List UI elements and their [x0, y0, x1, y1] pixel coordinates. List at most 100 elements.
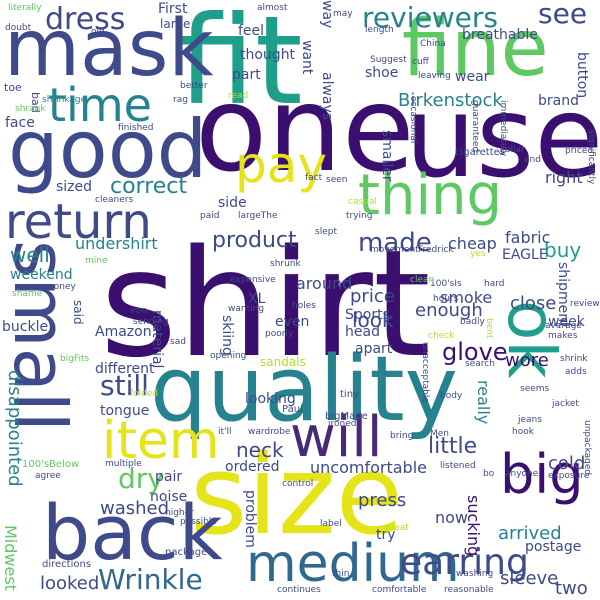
word: priced [565, 146, 594, 156]
word: slept [315, 227, 337, 237]
word: fit [178, 0, 303, 132]
word: jacket [552, 399, 579, 409]
word: hard [484, 279, 505, 289]
word: head [345, 324, 380, 340]
word: shrank [15, 104, 46, 114]
word: XL [248, 291, 266, 307]
word: cleaners [95, 195, 134, 205]
word: check [428, 331, 455, 341]
word: earring [400, 542, 529, 583]
word: listened [440, 461, 476, 471]
word: glove [442, 338, 508, 366]
word: Suggest [370, 55, 407, 65]
word: label [320, 519, 342, 529]
word: control [282, 479, 314, 489]
word: review [570, 299, 600, 309]
word: disappointed [4, 370, 25, 487]
word: pair [155, 469, 183, 485]
word: unacceptable [420, 342, 430, 403]
word: bring [390, 431, 414, 441]
word: large [160, 17, 191, 31]
word: return [5, 194, 152, 250]
word: sleeve [500, 568, 559, 589]
word: one [195, 60, 415, 198]
word: Amazon [95, 324, 152, 340]
word: fact [305, 173, 323, 183]
word: tongue [100, 403, 150, 419]
word: occasional [408, 96, 418, 144]
word: see [538, 0, 588, 30]
word: casual [348, 197, 377, 207]
word: makes [548, 331, 578, 341]
word: still [100, 369, 149, 402]
word: close [510, 293, 557, 314]
word: ordered [225, 459, 280, 475]
word: China [420, 39, 446, 49]
word: sandals [260, 355, 306, 369]
word: adds [565, 367, 587, 377]
word: thin [332, 569, 350, 579]
word: small [0, 240, 82, 432]
word: iron [130, 306, 148, 316]
word: shrink [560, 354, 588, 364]
word: buy [544, 238, 582, 262]
word: dry [118, 462, 164, 495]
word: undershirt [75, 234, 158, 253]
word: clean [410, 275, 435, 285]
word: washing [456, 569, 494, 579]
word: dress [45, 2, 126, 37]
word: cheap [448, 234, 497, 253]
word: looking [245, 391, 296, 407]
word: anyone [505, 469, 539, 479]
word: uncomfortable [310, 458, 427, 477]
word: made [358, 228, 432, 258]
word: breathable [462, 27, 538, 43]
word: little [428, 434, 478, 459]
word: Sports [345, 307, 390, 323]
word: look [352, 308, 394, 332]
word: package [165, 547, 208, 558]
word: may [333, 9, 353, 19]
word: wardrobe [248, 427, 291, 437]
word: bent [484, 318, 494, 339]
word: mine [85, 256, 108, 266]
word: 100'sBelow [22, 459, 80, 470]
word: bigFits [60, 354, 90, 364]
word: multiple [105, 459, 142, 469]
word: shirt [100, 218, 431, 390]
word: seems [520, 384, 550, 394]
word: washed [100, 498, 170, 519]
word: collar [500, 145, 525, 155]
word: skiing [219, 315, 235, 356]
word: shame [12, 289, 43, 299]
word: side [218, 195, 247, 211]
word: agree [35, 471, 61, 481]
word: old [91, 27, 105, 37]
word: now [435, 508, 469, 527]
word: length [365, 25, 394, 35]
word: largeThe [238, 211, 278, 221]
word: product [212, 228, 297, 253]
word: reviewers [362, 1, 498, 34]
word: paid [200, 211, 220, 221]
word: movement [370, 245, 419, 255]
word: comfortable [372, 585, 427, 595]
word: good [8, 103, 208, 196]
word: sad [170, 337, 186, 347]
word: shrinkage [42, 95, 87, 105]
word: sized [56, 179, 93, 195]
word: jeans [518, 415, 542, 425]
word: even [275, 314, 310, 330]
word: trying [346, 211, 373, 221]
word: noise [150, 489, 188, 505]
word: week [548, 314, 585, 330]
word: try [376, 527, 396, 543]
word: bo [483, 469, 495, 479]
word: Birkenstock [398, 90, 503, 111]
word: toe [4, 81, 22, 94]
word: better [180, 81, 208, 91]
word: quality [150, 337, 458, 442]
word: Midwest [1, 525, 20, 591]
word: guaranteed [470, 100, 480, 153]
